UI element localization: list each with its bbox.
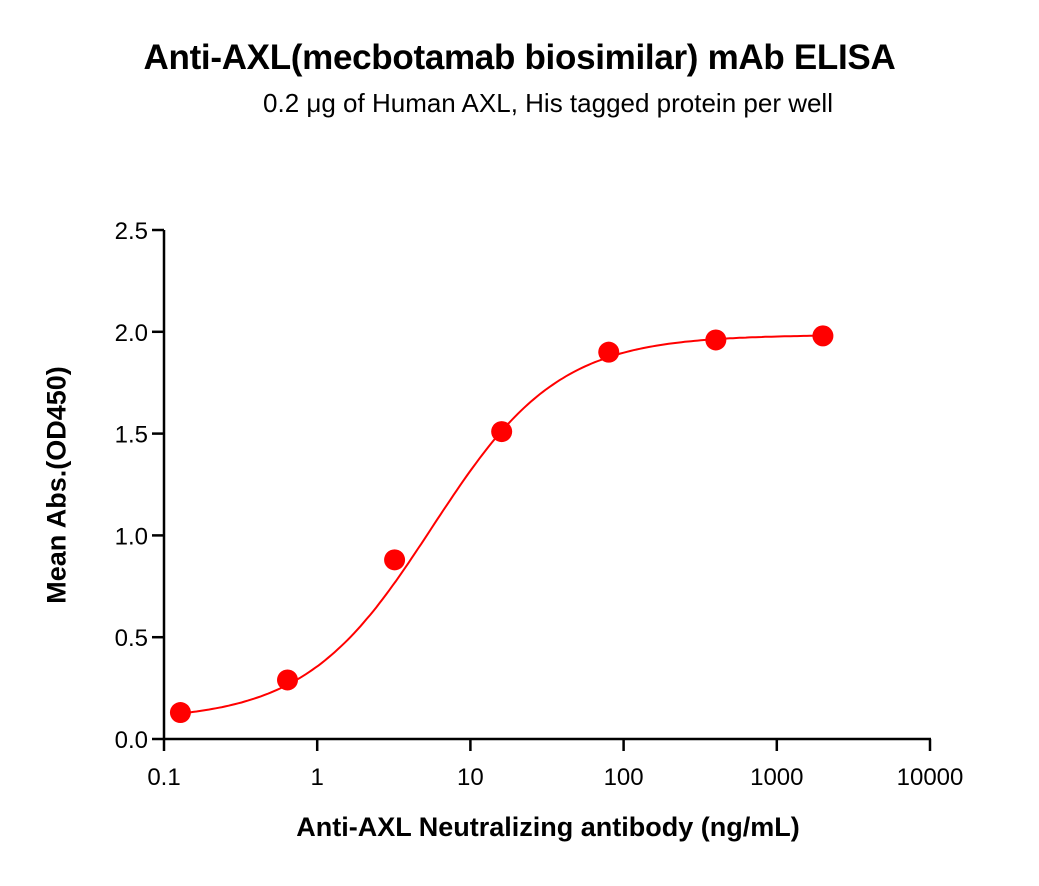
data-point: [812, 325, 834, 347]
data-point: [598, 341, 620, 363]
data-point: [277, 669, 299, 691]
y-tick-label: 1.5: [115, 422, 148, 449]
y-tick-label: 1.0: [115, 523, 148, 550]
data-point: [491, 421, 513, 443]
y-tick-label: 2.5: [115, 218, 148, 245]
chart-title: Anti-AXL(mecbotamab biosimilar) mAb ELIS…: [143, 38, 896, 77]
x-tick-label: 1000: [750, 764, 803, 791]
data-point: [705, 329, 727, 351]
fit-curve: [180, 334, 823, 715]
y-tick-label: 0.5: [115, 625, 148, 652]
x-axis-label: Anti-AXL Neutralizing antibody (ng/mL): [296, 812, 800, 842]
chart-subtitle: 0.2 μg of Human AXL, His tagged protein …: [263, 88, 833, 118]
data-point: [169, 702, 191, 724]
y-tick-label: 2.0: [115, 320, 148, 347]
data-point: [384, 549, 406, 571]
x-tick-label: 0.1: [147, 764, 180, 791]
x-tick-label: 10: [457, 764, 484, 791]
y-tick-label: 0.0: [115, 727, 148, 754]
x-tick-label: 100: [604, 764, 644, 791]
x-tick-label: 10000: [897, 764, 964, 791]
x-tick-label: 1: [311, 764, 324, 791]
